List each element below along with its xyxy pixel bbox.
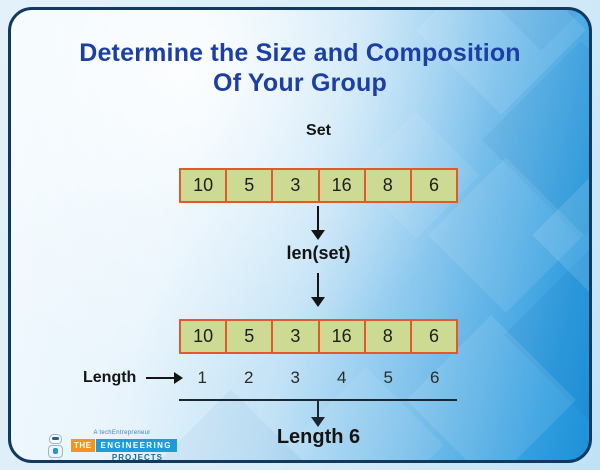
index-row: 1 2 3 4 5 6 <box>179 368 458 388</box>
index-value: 2 <box>244 368 254 387</box>
underline-rule <box>179 399 457 401</box>
right-arrow-icon <box>146 372 184 384</box>
array-cell: 3 <box>271 321 317 352</box>
set-label: Set <box>306 122 331 139</box>
array-cell: 6 <box>409 321 456 352</box>
robot-icon <box>45 434 67 460</box>
brand-logo: A techEntrepreneur THE ENGINEERING PROJE… <box>45 430 177 462</box>
length-label: Length <box>83 369 137 386</box>
logo-engineering: ENGINEERING <box>95 439 177 452</box>
length-pointer: Length <box>83 369 184 387</box>
set-array-top: 10 5 3 16 8 6 <box>179 168 458 203</box>
index-value: 3 <box>290 368 300 387</box>
logo-the: THE <box>71 439 95 452</box>
logo-tagline: A techEntrepreneur <box>93 430 151 436</box>
down-arrow-line <box>317 401 319 419</box>
title-line-2: Of Your Group <box>213 69 387 97</box>
index-value: 4 <box>337 368 347 387</box>
array-cell: 8 <box>363 170 410 201</box>
title-line-1: Determine the Size and Composition <box>79 39 521 67</box>
page-title: Determine the Size and Composition Of Yo… <box>11 38 589 98</box>
len-function-label: len(set) <box>286 243 351 263</box>
down-arrow-line <box>317 206 319 231</box>
array-cell: 6 <box>409 170 456 201</box>
index-value: 5 <box>383 368 393 387</box>
array-cell: 5 <box>225 321 271 352</box>
array-cell: 10 <box>193 326 214 346</box>
array-cell: 10 <box>193 175 214 195</box>
down-arrow-icon <box>311 230 325 240</box>
down-arrow-line <box>317 273 319 298</box>
down-arrow-icon <box>311 417 325 427</box>
array-cell: 16 <box>317 321 364 352</box>
array-cell: 16 <box>317 170 364 201</box>
set-array-bottom: 10 5 3 16 8 6 <box>179 319 458 354</box>
index-value: 6 <box>430 368 440 387</box>
index-value: 1 <box>197 368 207 387</box>
array-cell: 3 <box>271 170 317 201</box>
array-cell: 8 <box>363 321 410 352</box>
down-arrow-icon <box>311 297 325 307</box>
length-result-label: Length 6 <box>276 426 361 448</box>
logo-projects: PROJECTS <box>111 453 163 462</box>
array-cell: 5 <box>225 170 271 201</box>
content-frame: Determine the Size and Composition Of Yo… <box>8 7 592 463</box>
